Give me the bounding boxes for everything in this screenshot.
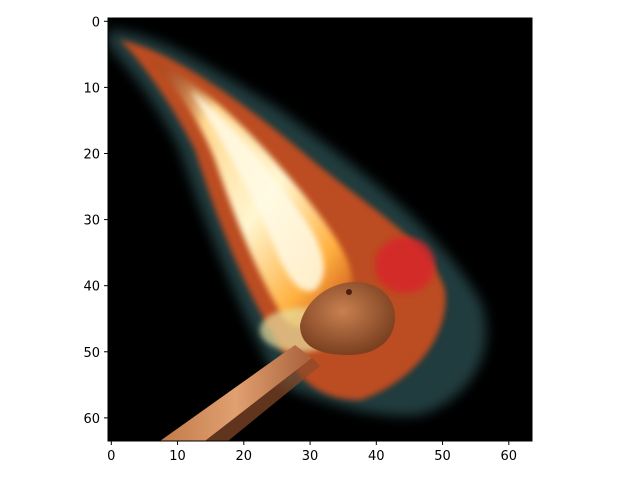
y-tick-label: 20 bbox=[83, 147, 100, 162]
y-axis: 0 10 20 30 40 50 60 bbox=[83, 15, 108, 427]
y-tick-label: 60 bbox=[83, 412, 100, 427]
x-tick-label: 30 bbox=[302, 449, 319, 464]
x-tick-label: 10 bbox=[169, 449, 186, 464]
flame-red-accent bbox=[375, 237, 435, 293]
x-tick-label: 50 bbox=[434, 449, 451, 464]
y-tick-label: 40 bbox=[83, 280, 100, 295]
y-tick-label: 50 bbox=[83, 346, 100, 361]
flame-hot-center bbox=[190, 90, 324, 291]
x-tick-label: 40 bbox=[368, 449, 385, 464]
match-head-spot bbox=[346, 289, 352, 295]
x-tick-label: 20 bbox=[236, 449, 253, 464]
y-tick-label: 30 bbox=[83, 214, 100, 229]
match-stick bbox=[160, 345, 312, 441]
axes-frame bbox=[107, 17, 533, 442]
match-head bbox=[300, 282, 396, 355]
x-tick-label: 60 bbox=[501, 449, 518, 464]
y-tick-label: 0 bbox=[92, 15, 100, 30]
y-tick-label: 10 bbox=[83, 81, 100, 96]
image-area bbox=[108, 18, 532, 441]
match-stick-shadow bbox=[205, 358, 320, 441]
x-axis: 0 10 20 30 40 50 60 bbox=[107, 441, 517, 464]
x-tick-label: 0 bbox=[107, 449, 115, 464]
